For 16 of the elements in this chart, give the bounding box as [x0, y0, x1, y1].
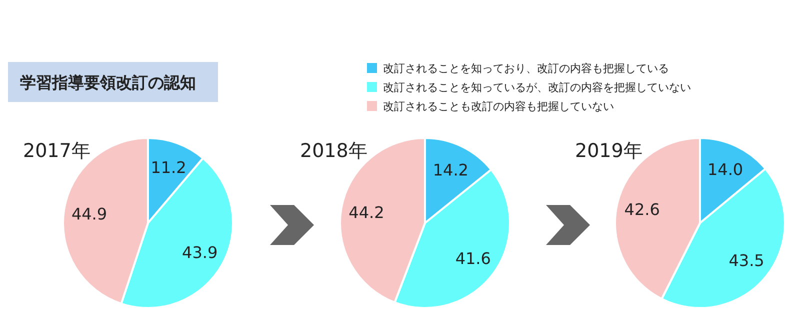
- data-label: 43.9: [182, 243, 218, 262]
- data-label: 14.0: [708, 160, 744, 180]
- data-label: 41.6: [455, 248, 491, 268]
- data-label: 11.2: [150, 158, 186, 178]
- data-label: 42.6: [624, 200, 660, 220]
- legend-label: 改訂されることを知っており、改訂の内容も把握している: [383, 62, 669, 75]
- text: 学習指導要領改訂の認知: [20, 73, 196, 92]
- legend-label: 改訂されることも改訂の内容も把握していない: [383, 100, 614, 113]
- legend-label: 改訂されることを知っているが、改訂の内容を把握していない: [383, 81, 691, 94]
- data-label: 14.2: [432, 160, 468, 180]
- chart-title: 2019年: [575, 140, 642, 162]
- data-label: 44.9: [71, 204, 108, 224]
- data-label: 43.5: [728, 251, 764, 270]
- data-label: 44.2: [348, 203, 384, 222]
- chart-title: 2018年: [300, 140, 368, 162]
- text: 2017年: [23, 140, 90, 162]
